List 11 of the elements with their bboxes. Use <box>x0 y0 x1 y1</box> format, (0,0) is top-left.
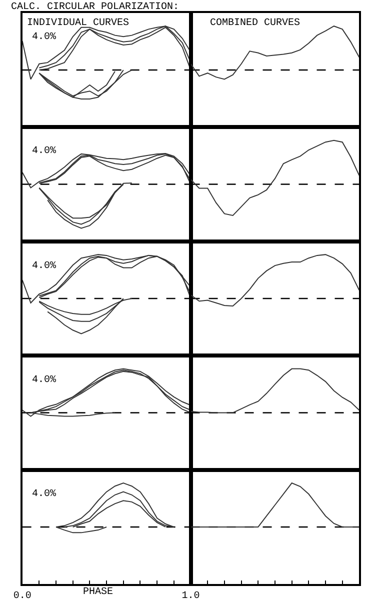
annotation: 4.0% <box>32 261 56 272</box>
annotation: 4.0% <box>32 32 56 43</box>
x-axis-title: PHASE <box>83 587 114 598</box>
annotation: 4.0% <box>32 375 56 386</box>
x-tick-label: 1.0 <box>182 590 200 602</box>
annotation: 4.0% <box>32 489 56 500</box>
chart-title: CALC. CIRCULAR POLARIZATION: <box>11 2 180 13</box>
chart-subtitle: INDIVIDUAL CURVES <box>27 18 130 29</box>
x-tick-label: 0.0 <box>13 590 32 602</box>
annotation: 4.0% <box>32 146 56 157</box>
chart-title: COMBINED CURVES <box>210 18 300 29</box>
